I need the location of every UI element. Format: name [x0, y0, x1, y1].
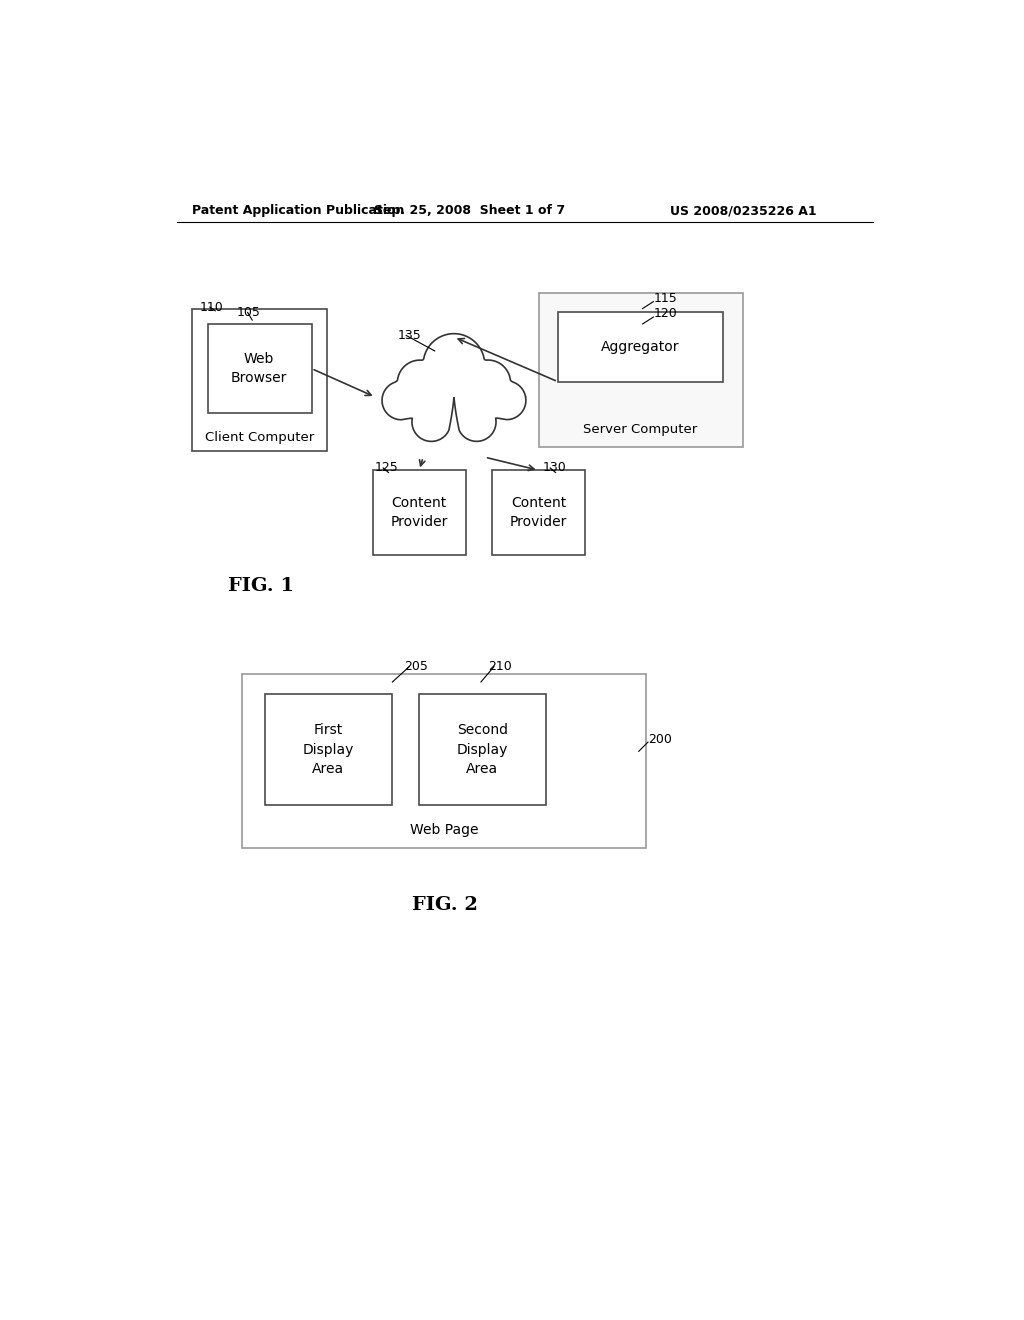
Text: Second
Display
Area: Second Display Area	[457, 723, 508, 776]
Bar	[558, 313, 724, 381]
Text: Patent Application Publication: Patent Application Publication	[193, 205, 404, 218]
Bar	[373, 470, 466, 554]
Text: 105: 105	[237, 306, 261, 319]
Text: FIG. 1: FIG. 1	[228, 577, 295, 595]
Text: Web
Browser: Web Browser	[231, 352, 288, 385]
Text: Client Computer: Client Computer	[205, 430, 313, 444]
Text: 130: 130	[543, 462, 566, 474]
Text: 200: 200	[648, 733, 672, 746]
Text: 115: 115	[654, 292, 678, 305]
Text: Sep. 25, 2008  Sheet 1 of 7: Sep. 25, 2008 Sheet 1 of 7	[374, 205, 565, 218]
Polygon shape	[382, 334, 526, 441]
Text: FIG. 2: FIG. 2	[412, 896, 477, 915]
Bar	[419, 693, 547, 805]
Text: 120: 120	[654, 308, 678, 321]
Text: Web Page: Web Page	[411, 822, 479, 837]
Text: First
Display
Area: First Display Area	[303, 723, 354, 776]
Text: Aggregator: Aggregator	[601, 341, 680, 354]
Text: 110: 110	[200, 301, 223, 314]
Text: 205: 205	[403, 660, 428, 673]
Text: Server Computer: Server Computer	[584, 422, 697, 436]
Bar	[265, 693, 392, 805]
Bar	[243, 675, 646, 847]
Text: US 2008/0235226 A1: US 2008/0235226 A1	[670, 205, 816, 218]
Text: Content
Provider: Content Provider	[510, 496, 567, 529]
Bar	[493, 470, 585, 554]
Text: 125: 125	[375, 462, 398, 474]
Text: 210: 210	[488, 660, 512, 673]
Bar	[539, 293, 742, 447]
Text: Content
Provider: Content Provider	[390, 496, 447, 529]
Text: 135: 135	[397, 329, 422, 342]
Bar	[193, 309, 327, 451]
Bar	[208, 323, 311, 412]
